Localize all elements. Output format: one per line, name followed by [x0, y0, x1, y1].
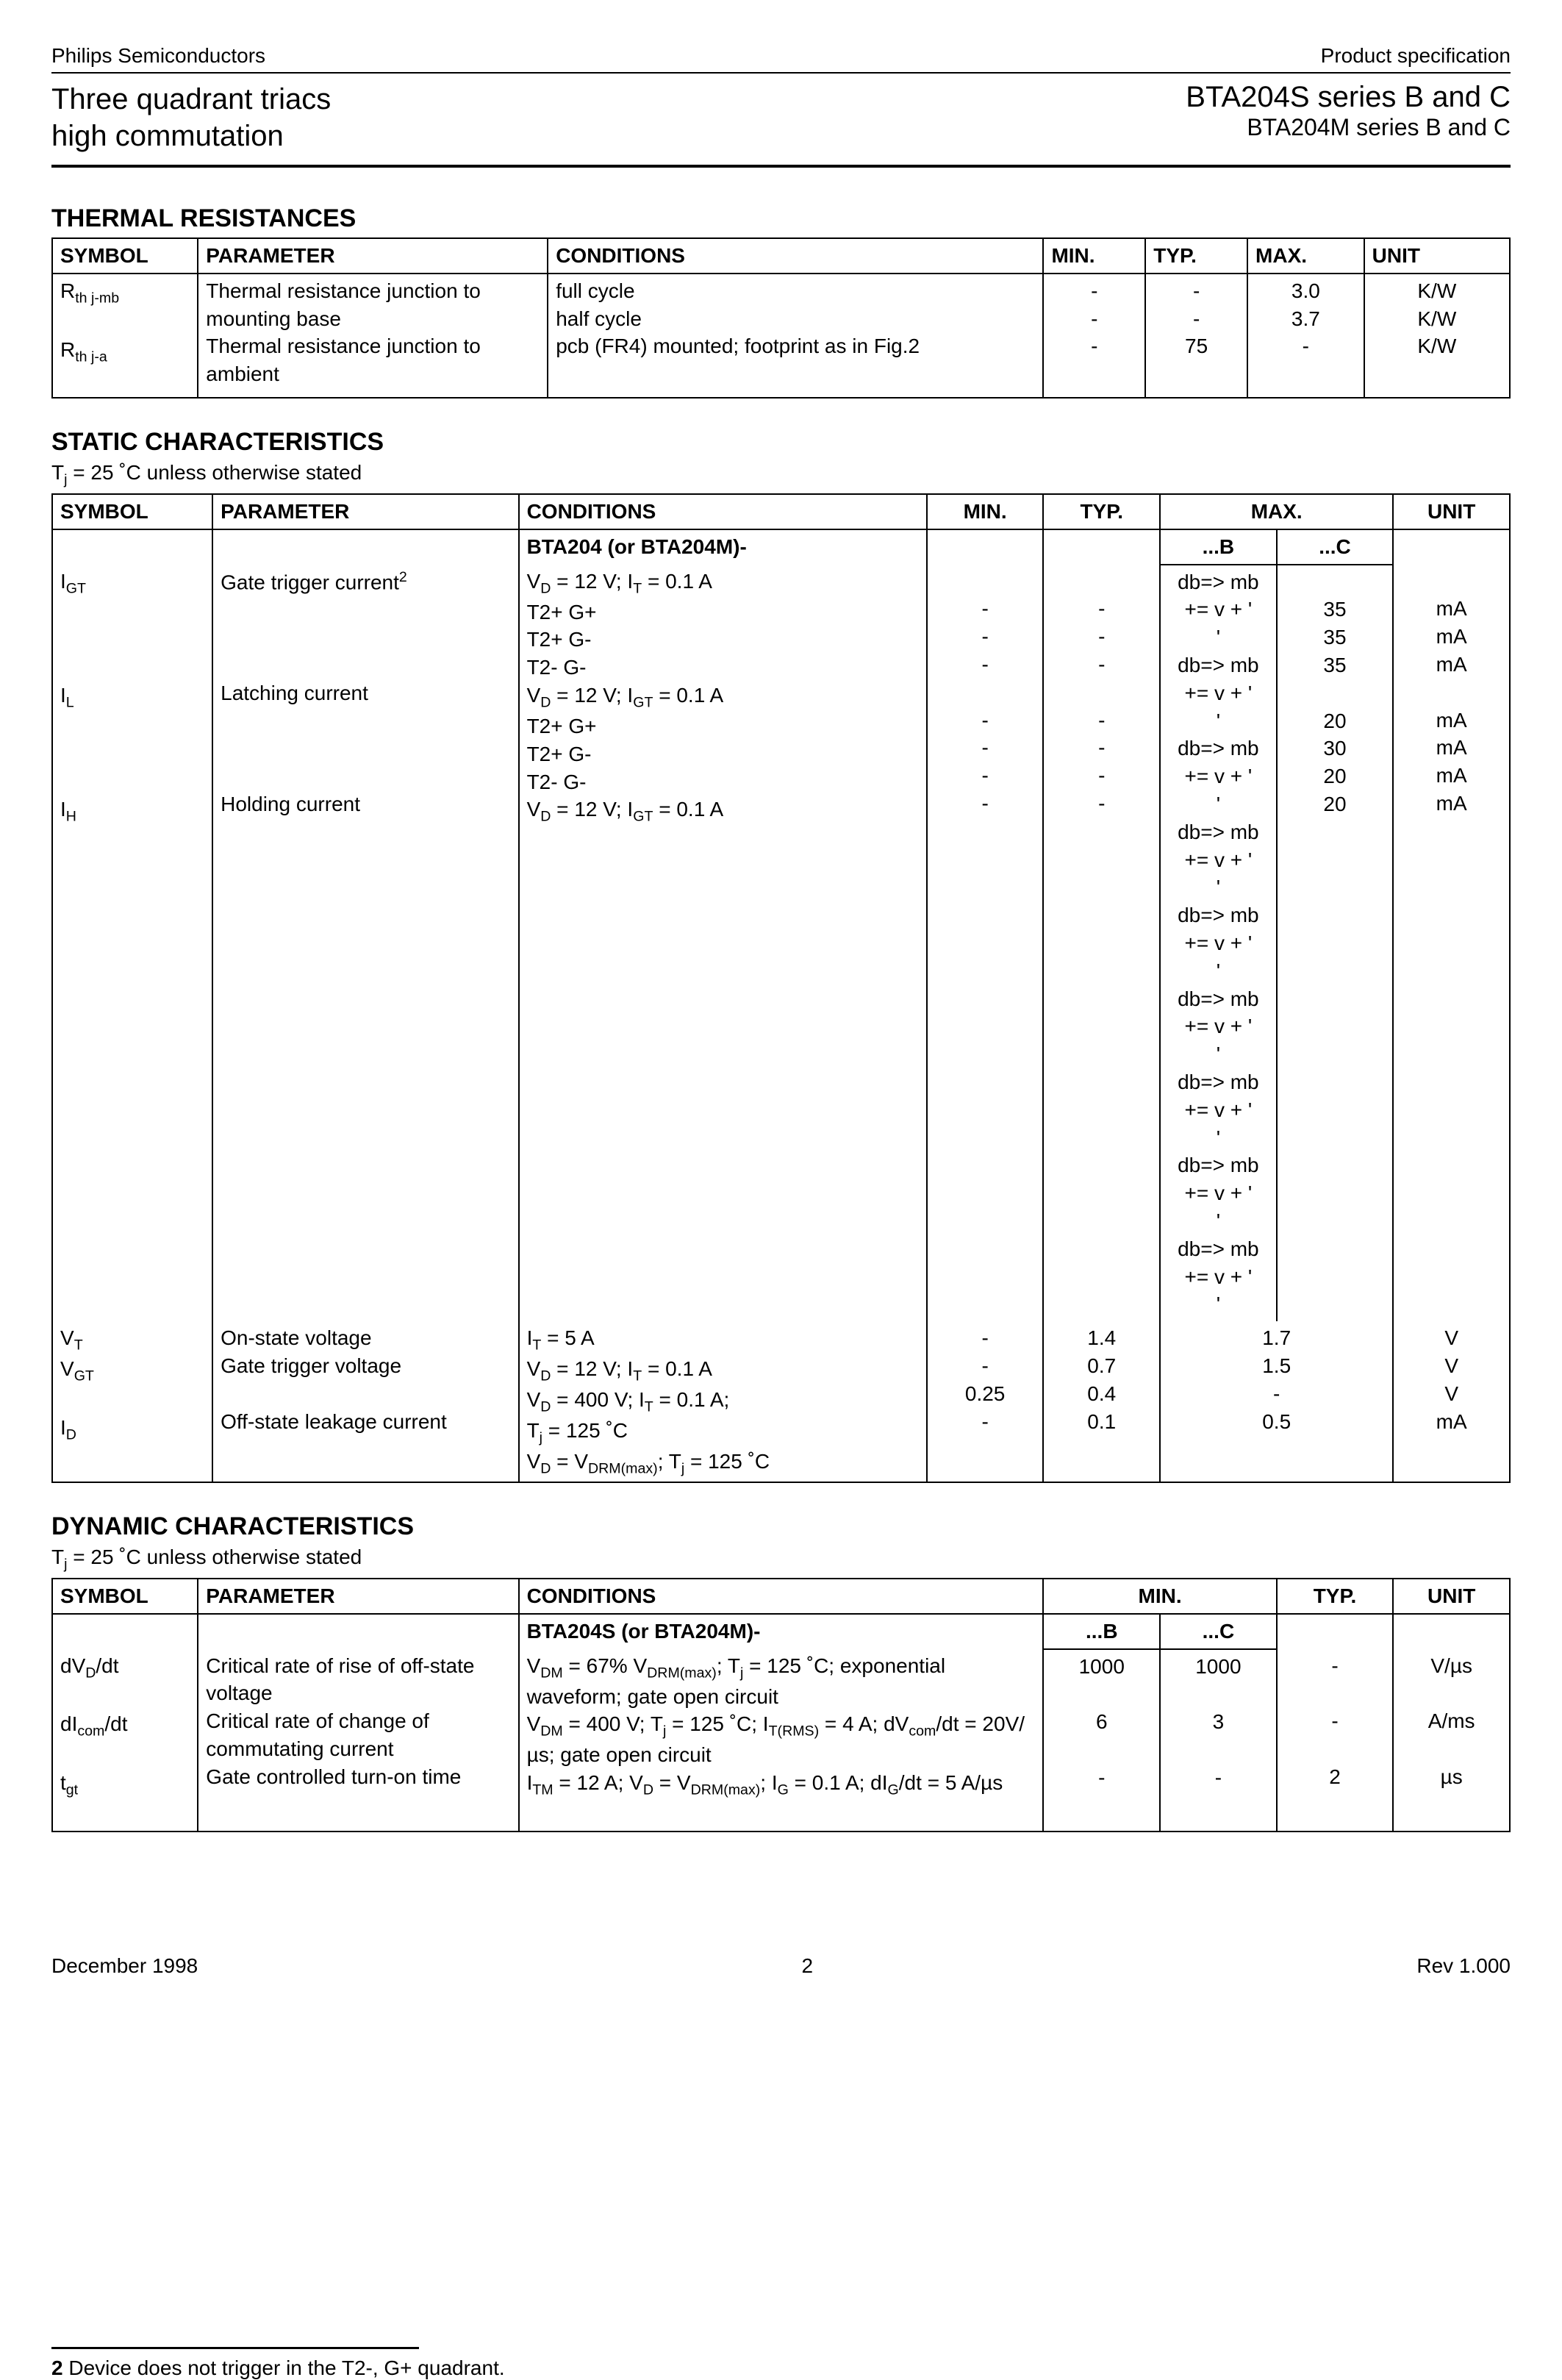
- static-col: CONDITIONS: [519, 494, 927, 529]
- dyn-typ: --2: [1277, 1649, 1394, 1832]
- dyn-sub: [52, 1614, 198, 1649]
- dyn-unit: V/µsA/msµs: [1393, 1649, 1510, 1832]
- static-maxb: db=> mb += v + ''db=> mb += v + ''db=> m…: [1160, 565, 1277, 1322]
- thermal-typ: --75: [1145, 274, 1247, 399]
- thermal-max: 3.03.7-: [1247, 274, 1364, 399]
- static-sub-b: ...B: [1160, 529, 1277, 565]
- dyn-sub: [1277, 1614, 1394, 1649]
- static-sub: [212, 529, 518, 565]
- static-unit: VVVmA: [1393, 1321, 1510, 1482]
- thermal-unit: K/WK/WK/W: [1364, 274, 1510, 399]
- dyn-col: PARAMETER: [198, 1579, 518, 1614]
- static-col: MAX.: [1160, 494, 1393, 529]
- footnote: 2 Device does not trigger in the T2-, G+…: [51, 2356, 1511, 2380]
- static-col: SYMBOL: [52, 494, 212, 529]
- static-col: UNIT: [1393, 494, 1510, 529]
- static-cond: VD = 12 V; IT = 0.1 AT2+ G+T2+ G-T2- G-V…: [519, 565, 927, 1322]
- static-sub: [927, 529, 1044, 565]
- dyn-col: SYMBOL: [52, 1579, 198, 1614]
- dyn-col: TYP.: [1277, 1579, 1394, 1614]
- static-max-merged: 1.71.5-0.5: [1160, 1321, 1393, 1482]
- thermal-col: PARAMETER: [198, 238, 548, 274]
- title-left-2: high commutation: [51, 118, 331, 154]
- thermal-min: ---: [1043, 274, 1145, 399]
- thermal-col: TYP.: [1145, 238, 1247, 274]
- static-min: --0.25-: [927, 1321, 1044, 1482]
- thermal-col: MAX.: [1247, 238, 1364, 274]
- static-subnote: Tj = 25 ˚C unless otherwise stated: [51, 461, 1511, 489]
- thermal-heading: THERMAL RESISTANCES: [51, 204, 1511, 233]
- static-sub-c: ...C: [1277, 529, 1394, 565]
- static-sub: [1043, 529, 1160, 565]
- header-left: Philips Semiconductors: [51, 44, 265, 68]
- dyn-sub-b: ...B: [1043, 1614, 1160, 1649]
- title-block: Three quadrant triacs high commutation B…: [51, 81, 1511, 168]
- page-header: Philips Semiconductors Product specifica…: [51, 44, 1511, 74]
- dyn-minc: 10003-: [1160, 1649, 1277, 1832]
- thermal-table: SYMBOLPARAMETERCONDITIONSMIN.TYP.MAX.UNI…: [51, 237, 1511, 399]
- static-sub: [1393, 529, 1510, 565]
- footnote-separator: [51, 2347, 419, 2349]
- title-right-big: BTA204S series B and C: [1186, 81, 1511, 114]
- static-typ: -------: [1043, 565, 1160, 1322]
- title-right-small: BTA204M series B and C: [1186, 114, 1511, 141]
- dynamic-subnote: Tj = 25 ˚C unless otherwise stated: [51, 1545, 1511, 1573]
- dyn-sub: BTA204S (or BTA204M)-: [519, 1614, 1044, 1649]
- thermal-col: UNIT: [1364, 238, 1510, 274]
- static-col: TYP.: [1043, 494, 1160, 529]
- static-min: -------: [927, 565, 1044, 1322]
- title-left-1: Three quadrant triacs: [51, 81, 331, 118]
- title-right: BTA204S series B and C BTA204M series B …: [1186, 81, 1511, 154]
- static-heading: STATIC CHARACTERISTICS: [51, 428, 1511, 457]
- static-param: Gate trigger current2Latching currentHol…: [212, 565, 518, 1322]
- static-param: On-state voltageGate trigger voltageOff-…: [212, 1321, 518, 1482]
- dynamic-table: SYMBOLPARAMETERCONDITIONSMIN.TYP.UNIT BT…: [51, 1578, 1511, 1832]
- title-left: Three quadrant triacs high commutation: [51, 81, 331, 154]
- static-sub: BTA204 (or BTA204M)-: [519, 529, 927, 565]
- thermal-col: SYMBOL: [52, 238, 198, 274]
- static-sub: [52, 529, 212, 565]
- static-sym: IGTILIH: [52, 565, 212, 1322]
- thermal-param: Thermal resistance junction to mounting …: [198, 274, 548, 399]
- static-table: SYMBOLPARAMETERCONDITIONSMIN.TYP.MAX.UNI…: [51, 493, 1511, 1483]
- dyn-sym: dVD/dtdIcom/dttgt: [52, 1649, 198, 1832]
- dyn-col: CONDITIONS: [519, 1579, 1044, 1614]
- dyn-sub: [1393, 1614, 1510, 1649]
- dyn-cond: VDM = 67% VDRM(max); Tj = 125 ˚C; expone…: [519, 1649, 1044, 1832]
- thermal-cond: full cyclehalf cyclepcb (FR4) mounted; f…: [548, 274, 1043, 399]
- static-col: PARAMETER: [212, 494, 518, 529]
- footer-center: 2: [802, 1954, 814, 1978]
- thermal-col: CONDITIONS: [548, 238, 1043, 274]
- static-unit: mAmAmAmAmAmAmA: [1393, 565, 1510, 1322]
- dyn-col: MIN.: [1043, 1579, 1276, 1614]
- static-maxc: 35353520302020: [1277, 565, 1394, 1322]
- header-right: Product specification: [1321, 44, 1511, 68]
- dyn-col: UNIT: [1393, 1579, 1510, 1614]
- static-col: MIN.: [927, 494, 1044, 529]
- static-cond: IT = 5 AVD = 12 V; IT = 0.1 AVD = 400 V;…: [519, 1321, 927, 1482]
- thermal-symbol: Rth j-mbRth j-a: [52, 274, 198, 399]
- dyn-param: Critical rate of rise of off-state volta…: [198, 1649, 518, 1832]
- dyn-sub-c: ...C: [1160, 1614, 1277, 1649]
- page-footer: December 1998 2 Rev 1.000: [51, 1954, 1511, 1978]
- static-typ: 1.40.70.40.1: [1043, 1321, 1160, 1482]
- footer-left: December 1998: [51, 1954, 198, 1978]
- dynamic-heading: DYNAMIC CHARACTERISTICS: [51, 1512, 1511, 1541]
- dyn-sub: [198, 1614, 518, 1649]
- dyn-minb: 10006-: [1043, 1649, 1160, 1832]
- footer-right: Rev 1.000: [1416, 1954, 1511, 1978]
- thermal-col: MIN.: [1043, 238, 1145, 274]
- static-sym: VTVGTID: [52, 1321, 212, 1482]
